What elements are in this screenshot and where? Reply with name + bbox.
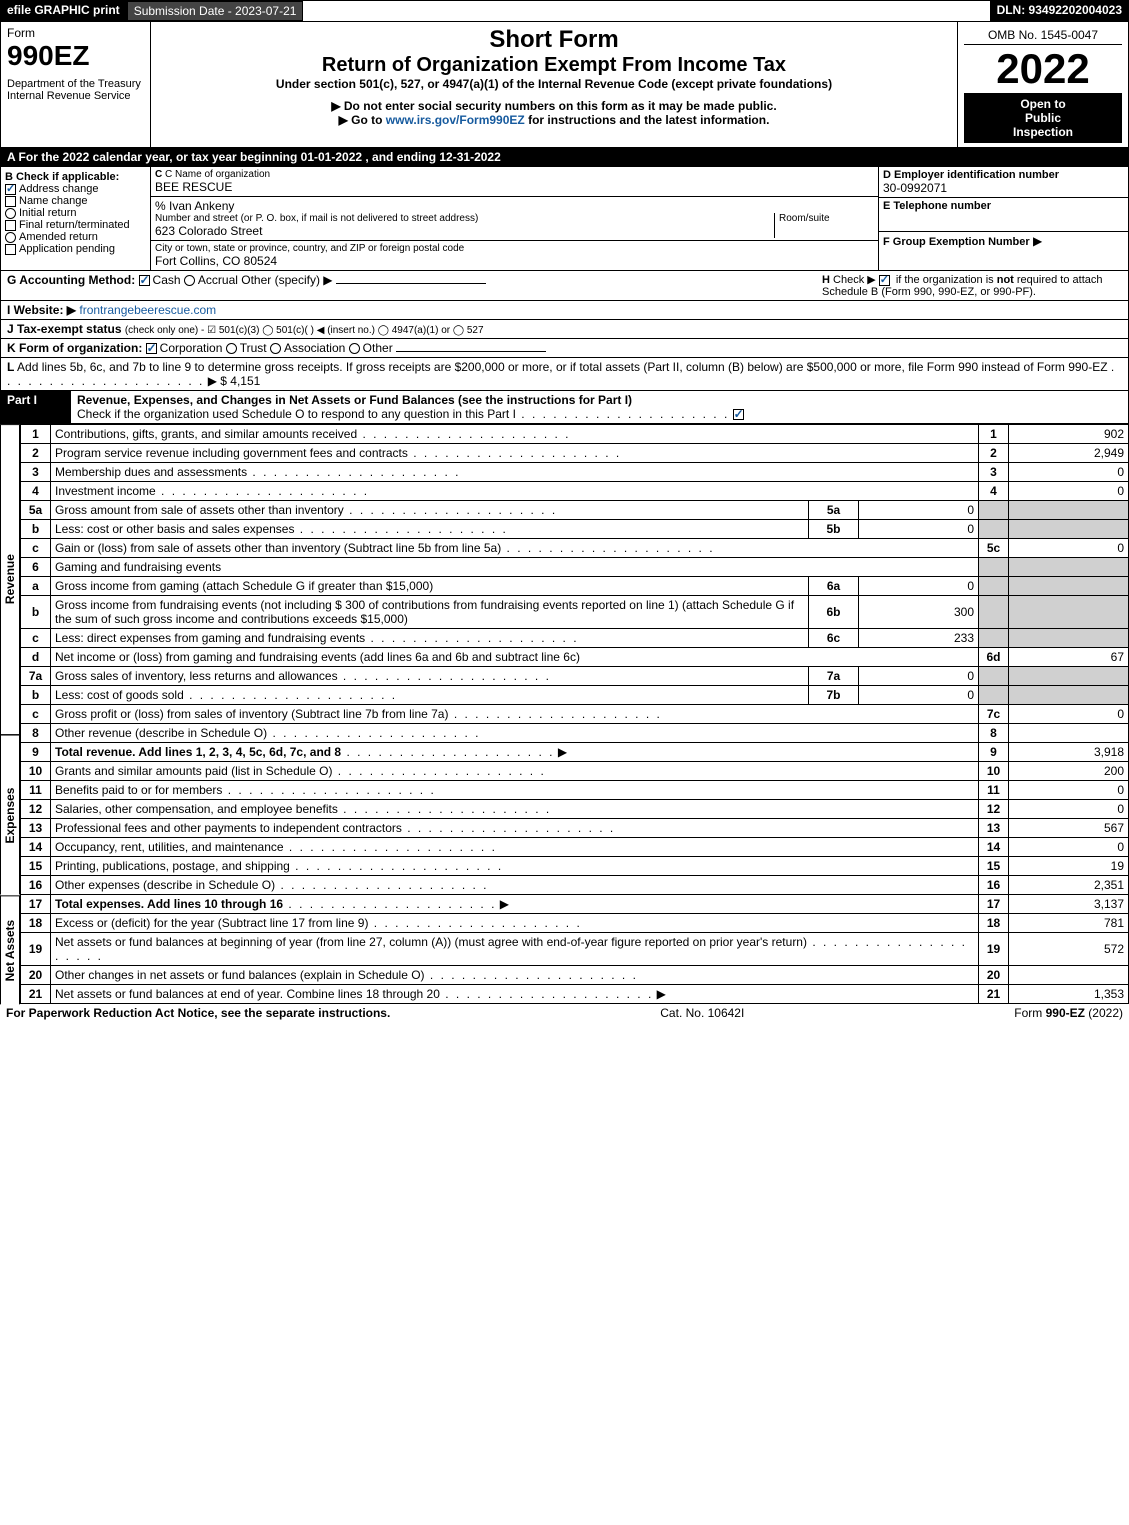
chk-name[interactable] [5, 196, 16, 207]
chk-address[interactable] [5, 184, 16, 195]
lines-block: Revenue Expenses Net Assets 1Contributio… [0, 424, 1129, 1004]
warn-url: ▶ Go to www.irs.gov/Form990EZ for instru… [157, 113, 951, 127]
line-j: J Tax-exempt status (check only one) - ☑… [0, 320, 1129, 339]
under-section: Under section 501(c), 527, or 4947(a)(1)… [157, 77, 951, 91]
line-h: H Check ▶ if the organization is not req… [822, 273, 1122, 298]
website-link[interactable]: frontrangebeerescue.com [79, 303, 216, 317]
form-ref: Form 990-EZ (2022) [1014, 1006, 1123, 1020]
omb: OMB No. 1545-0047 [964, 26, 1122, 45]
chk-pending[interactable] [5, 244, 16, 255]
warn-ssn: ▶ Do not enter social security numbers o… [157, 99, 951, 113]
care-of: % Ivan Ankeny [155, 199, 874, 213]
line-k: K Form of organization: Corporation Trus… [0, 339, 1129, 358]
side-revenue: Revenue [0, 424, 20, 735]
top-header: efile GRAPHIC print Submission Date - 20… [0, 0, 1129, 22]
efile-label: efile GRAPHIC print [1, 1, 127, 21]
lines-table: 1Contributions, gifts, grants, and simil… [20, 424, 1129, 1004]
rad-assoc[interactable] [270, 343, 281, 354]
bcdef-block: B Check if applicable: Address change Na… [0, 167, 1129, 271]
dln-label: DLN: 93492202004023 [991, 1, 1128, 21]
form-number: 990EZ [7, 40, 144, 72]
footer: For Paperwork Reduction Act Notice, see … [0, 1004, 1129, 1022]
submission-date: Submission Date - 2023-07-21 [127, 1, 304, 21]
chk-sched-b[interactable] [879, 275, 890, 286]
side-expenses: Expenses [0, 735, 20, 895]
section-def: D Employer identification number 30-0992… [878, 167, 1128, 270]
side-netassets: Net Assets [0, 895, 20, 1004]
form-word: Form [7, 26, 144, 40]
dept: Department of the Treasury [7, 78, 144, 90]
irs: Internal Revenue Service [7, 90, 144, 102]
section-b: B Check if applicable: Address change Na… [1, 167, 151, 270]
line-i: I Website: ▶ frontrangebeerescue.com [0, 301, 1129, 320]
rad-other[interactable] [349, 343, 360, 354]
chk-corp[interactable] [146, 343, 157, 354]
chk-sched-o[interactable] [733, 409, 744, 420]
open-public-box: Open to Public Inspection [964, 93, 1122, 143]
rad-amended[interactable] [5, 232, 16, 243]
chk-final[interactable] [5, 220, 16, 231]
ein: 30-0992071 [883, 181, 1124, 195]
street: 623 Colorado Street [155, 224, 774, 238]
line-a: A For the 2022 calendar year, or tax yea… [0, 148, 1129, 167]
section-c: C C Name of organization BEE RESCUE % Iv… [151, 167, 878, 270]
irs-link[interactable]: www.irs.gov/Form990EZ [386, 113, 525, 127]
part1-header: Part I Revenue, Expenses, and Changes in… [0, 391, 1129, 424]
form-header: Form 990EZ Department of the Treasury In… [0, 22, 1129, 148]
rad-accrual[interactable] [184, 275, 195, 286]
short-form: Short Form [157, 26, 951, 54]
cat-no: Cat. No. 10642I [660, 1006, 744, 1020]
pra-notice: For Paperwork Reduction Act Notice, see … [6, 1006, 390, 1020]
chk-cash[interactable] [139, 275, 150, 286]
line-l: L Add lines 5b, 6c, and 7b to line 9 to … [0, 358, 1129, 391]
rad-trust[interactable] [226, 343, 237, 354]
main-title: Return of Organization Exempt From Incom… [157, 54, 951, 77]
org-name: BEE RESCUE [155, 180, 874, 194]
tax-year: 2022 [964, 45, 1122, 93]
rad-initial[interactable] [5, 208, 16, 219]
line-gh: G Accounting Method: Cash Accrual Other … [0, 271, 1129, 301]
city: Fort Collins, CO 80524 [155, 254, 874, 268]
